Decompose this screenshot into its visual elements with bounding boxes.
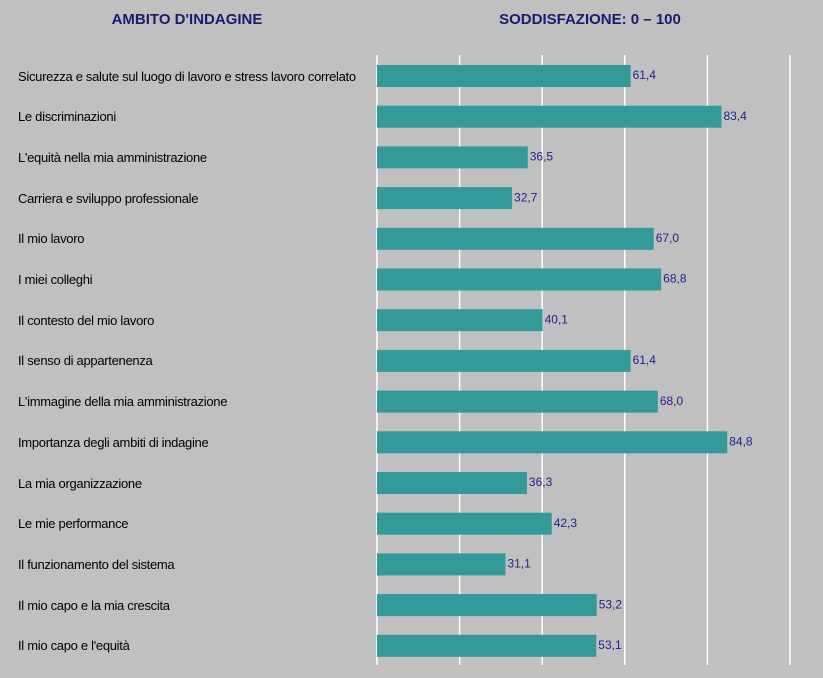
bar bbox=[377, 268, 662, 291]
category-label: L'immagine della mia amministrazione bbox=[18, 394, 228, 410]
category-label: Carriera e sviluppo professionale bbox=[18, 190, 199, 206]
value-label: 36,5 bbox=[530, 150, 554, 164]
bar bbox=[377, 309, 543, 332]
value-label: 53,2 bbox=[599, 597, 623, 611]
value-label: 61,4 bbox=[633, 353, 657, 367]
category-label: L'equità nella mia amministrazione bbox=[18, 149, 207, 165]
value-label: 68,0 bbox=[660, 394, 684, 408]
category-label: Il contesto del mio lavoro bbox=[18, 312, 154, 328]
bar bbox=[377, 553, 506, 576]
bar bbox=[377, 146, 528, 169]
category-label: Il funzionamento del sistema bbox=[18, 556, 175, 572]
category-label: Il senso di appartenenza bbox=[18, 353, 153, 369]
value-label: 42,3 bbox=[554, 516, 578, 530]
value-label: 83,4 bbox=[723, 109, 747, 123]
category-label: Il mio lavoro bbox=[18, 231, 85, 247]
bar bbox=[377, 390, 658, 413]
category-label: I miei colleghi bbox=[18, 272, 93, 287]
bar bbox=[377, 431, 728, 454]
category-label: Il mio capo e la mia crescita bbox=[18, 597, 170, 613]
value-label: 61,4 bbox=[633, 68, 657, 82]
category-label: La mia organizzazione bbox=[18, 475, 142, 491]
bar bbox=[377, 187, 513, 210]
bar bbox=[377, 227, 654, 250]
category-label: Sicurezza e salute sul luogo di lavoro e… bbox=[18, 68, 356, 84]
value-label: 84,8 bbox=[729, 434, 753, 448]
value-label: 68,8 bbox=[663, 272, 687, 286]
category-label: Le discriminazioni bbox=[18, 109, 116, 125]
bar bbox=[377, 594, 597, 617]
value-label: 53,1 bbox=[598, 638, 622, 652]
category-label: Importanza degli ambiti di indagine bbox=[18, 434, 209, 450]
category-label: Il mio capo e l'equità bbox=[18, 638, 130, 654]
value-label: 67,0 bbox=[656, 231, 680, 245]
bar bbox=[377, 512, 552, 535]
column-header: AMBITO D'INDAGINE bbox=[112, 11, 263, 28]
bar bbox=[377, 472, 527, 494]
column-header: SODDISFAZIONE: 0 – 100 bbox=[499, 11, 681, 28]
value-label: 32,7 bbox=[514, 190, 538, 204]
value-label: 36,3 bbox=[529, 475, 553, 489]
value-label: 40,1 bbox=[545, 312, 569, 326]
value-label: 31,1 bbox=[507, 557, 531, 571]
bar bbox=[377, 105, 722, 128]
bar bbox=[377, 634, 597, 657]
category-label: Le mie performance bbox=[18, 516, 129, 532]
bar bbox=[377, 349, 631, 372]
bar bbox=[377, 65, 631, 87]
